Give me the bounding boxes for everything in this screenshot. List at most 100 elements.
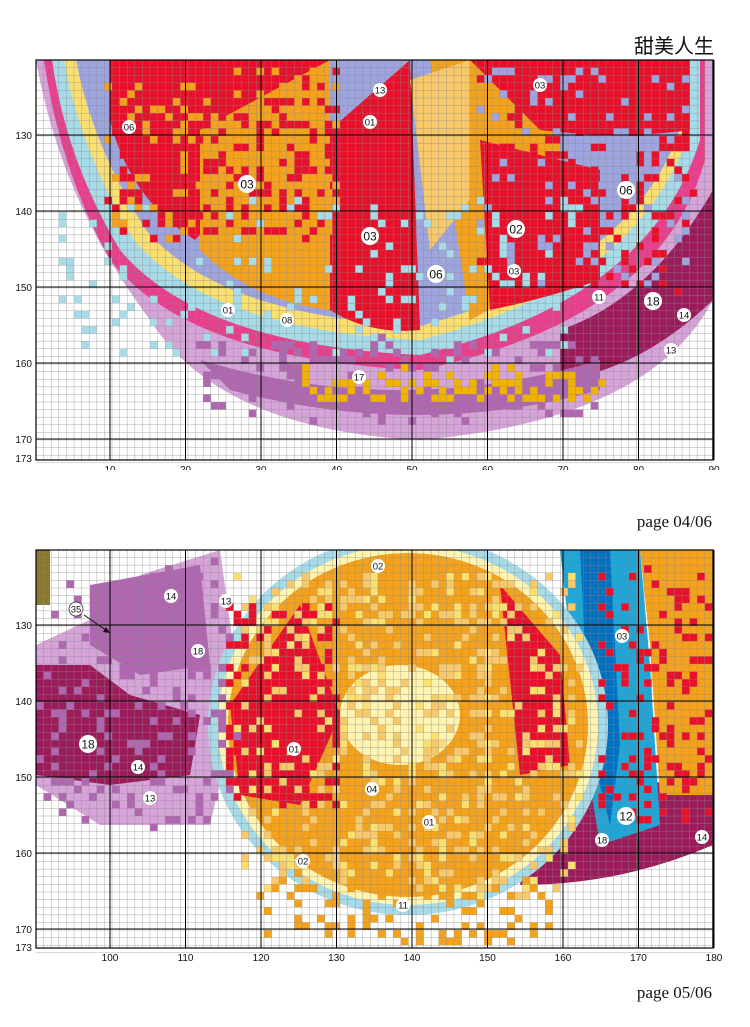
stitch-cell xyxy=(545,348,553,357)
stitch-cell xyxy=(271,679,280,687)
stitch-cell xyxy=(362,618,371,626)
stitch-cell xyxy=(469,892,477,900)
symbol-code: 01 xyxy=(223,306,234,317)
stitch-cell xyxy=(545,394,553,402)
stitch-cell xyxy=(423,648,432,657)
stitch-cell xyxy=(476,196,485,205)
stitch-cell xyxy=(476,846,485,854)
stitch-cell xyxy=(127,648,135,657)
stitch-cell xyxy=(461,633,470,642)
stitch-cell xyxy=(461,907,470,915)
stitch-cell xyxy=(165,648,173,657)
symbol-badge xyxy=(191,644,205,658)
stitch-cell xyxy=(522,740,530,748)
stitch-cell xyxy=(461,386,470,395)
stitch-cell xyxy=(294,288,302,296)
x-tick-label: 40 xyxy=(331,465,343,470)
stitch-cell xyxy=(355,595,363,604)
stitch-cell xyxy=(378,679,386,687)
stitch-cell xyxy=(537,189,546,197)
stitch-cell xyxy=(484,785,492,794)
stitch-cell xyxy=(484,371,492,380)
stitch-cell xyxy=(659,143,667,152)
stitch-cell xyxy=(172,196,181,205)
stitch-cell xyxy=(286,709,295,718)
stitch-cell xyxy=(203,717,211,725)
stitch-cell xyxy=(530,265,538,273)
stitch-cell xyxy=(302,234,310,243)
stitch-cell xyxy=(416,386,424,395)
stitch-cell xyxy=(142,181,150,190)
stitch-cell xyxy=(560,869,568,877)
stitch-cell xyxy=(522,310,530,319)
stitch-cell xyxy=(598,105,606,114)
stitch-cell xyxy=(492,740,500,748)
stitch-cell xyxy=(469,295,477,304)
stitch-cell xyxy=(142,219,150,228)
stitch-cell xyxy=(256,717,264,725)
stitch-cell xyxy=(666,762,675,771)
stitch-cell xyxy=(530,664,538,672)
stitch-cell xyxy=(537,648,546,657)
stitch-cell xyxy=(499,686,508,695)
stitch-cell xyxy=(210,136,219,144)
stitch-cell xyxy=(476,899,485,908)
stitch-cell xyxy=(545,899,553,908)
stitch-cell xyxy=(598,679,606,687)
stitch-cell xyxy=(302,120,310,129)
stitch-cell xyxy=(378,800,386,809)
stitch-cell xyxy=(431,580,439,588)
x-tick-label: 80 xyxy=(633,465,645,470)
stitch-cell xyxy=(180,128,188,136)
stitch-cell xyxy=(203,158,211,167)
stitch-cell xyxy=(545,618,553,626)
stitch-cell xyxy=(522,326,530,334)
stitch-cell xyxy=(51,610,59,619)
stitch-cell xyxy=(264,717,272,725)
stitch-cell xyxy=(226,326,234,334)
stitch-cell xyxy=(514,386,523,395)
stitch-cell xyxy=(674,166,682,174)
stitch-cell xyxy=(393,831,401,839)
symbol-code: 14 xyxy=(133,763,144,774)
stitch-cell xyxy=(340,356,348,364)
stitch-cell xyxy=(279,755,287,763)
stitch-cell xyxy=(294,664,302,672)
stitch-cell xyxy=(385,793,394,801)
stitch-cell xyxy=(469,386,477,395)
stitch-cell xyxy=(180,588,188,596)
stitch-cell xyxy=(476,831,485,839)
stitch-cell xyxy=(271,648,280,657)
stitch-cell xyxy=(530,394,538,402)
stitch-cell xyxy=(309,356,318,364)
stitch-cell xyxy=(279,90,287,98)
stitch-cell xyxy=(241,618,249,626)
stitch-cell xyxy=(659,90,667,98)
stitch-cell xyxy=(659,250,667,258)
stitch-cell xyxy=(598,755,606,763)
stitch-cell xyxy=(423,709,432,718)
stitch-cell xyxy=(309,348,318,357)
stitch-cell xyxy=(347,371,356,380)
stitch-cell xyxy=(127,204,135,212)
stitch-cell xyxy=(241,785,249,794)
stitch-cell xyxy=(682,212,690,220)
stitch-cell xyxy=(66,778,74,786)
stitch-cell xyxy=(362,899,371,908)
stitch-cell xyxy=(362,884,371,892)
stitch-cell xyxy=(271,785,280,794)
minor-grid xyxy=(35,59,713,463)
stitch-cell xyxy=(507,633,515,642)
symbol-badge xyxy=(422,815,436,829)
stitch-cell xyxy=(142,656,150,664)
stitch-cell xyxy=(568,572,576,581)
stitch-cell xyxy=(286,143,295,152)
stitch-cell xyxy=(446,808,454,816)
stitch-cell xyxy=(302,922,310,930)
stitch-cell xyxy=(492,580,500,588)
stitch-cell xyxy=(233,113,242,121)
stitch-cell xyxy=(324,143,333,152)
stitch-cell xyxy=(393,686,401,695)
symbol-code: 08 xyxy=(282,316,293,327)
stitch-cell xyxy=(134,128,143,136)
